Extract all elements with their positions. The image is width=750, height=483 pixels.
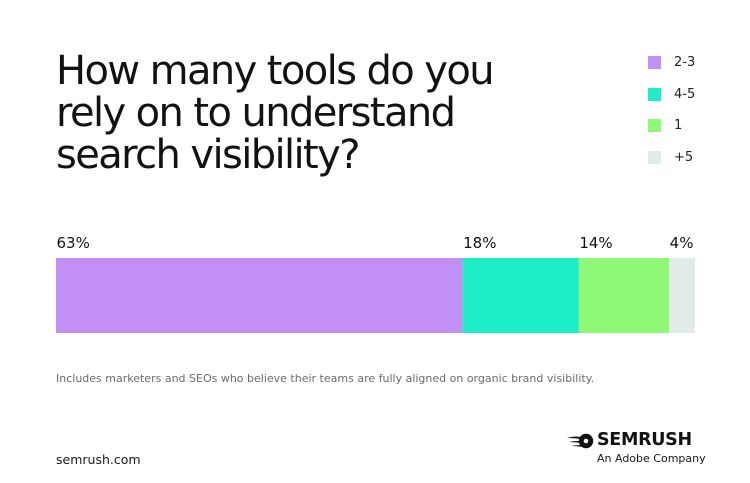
legend-swatch bbox=[648, 56, 661, 69]
bar-segment bbox=[669, 258, 695, 333]
data-label: 63% bbox=[57, 234, 90, 252]
legend-item: 4-5 bbox=[648, 86, 695, 103]
chart-title: How many tools do you rely on to underst… bbox=[56, 48, 495, 178]
legend-swatch bbox=[648, 87, 661, 101]
brand-tagline: An Adobe Company bbox=[597, 452, 706, 465]
data-label: 18% bbox=[463, 234, 496, 252]
legend: 2-3 4-5 1 +5 bbox=[648, 54, 695, 180]
legend-item: 2-3 bbox=[648, 54, 695, 71]
data-label: 14% bbox=[579, 234, 612, 252]
footnote: Includes marketers and SEOs who believe … bbox=[56, 372, 595, 385]
bar-segment bbox=[578, 258, 670, 333]
semrush-logo: SEMRUSH An Adobe Company bbox=[566, 430, 706, 470]
legend-swatch bbox=[648, 150, 661, 164]
legend-label: 4-5 bbox=[674, 86, 696, 102]
semrush-flame-icon bbox=[567, 433, 594, 449]
legend-label: 2-3 bbox=[674, 55, 696, 70]
bar-segment bbox=[462, 258, 579, 333]
legend-label: +5 bbox=[674, 149, 694, 165]
legend-label: 1 bbox=[674, 118, 683, 133]
legend-swatch bbox=[648, 119, 661, 132]
site-url: semrush.com bbox=[56, 452, 141, 467]
legend-item: +5 bbox=[648, 149, 695, 166]
brand-wordmark: SEMRUSH bbox=[597, 430, 692, 450]
data-label: 4% bbox=[670, 234, 694, 252]
bar-segment bbox=[56, 258, 463, 333]
legend-item: 1 bbox=[648, 117, 695, 134]
